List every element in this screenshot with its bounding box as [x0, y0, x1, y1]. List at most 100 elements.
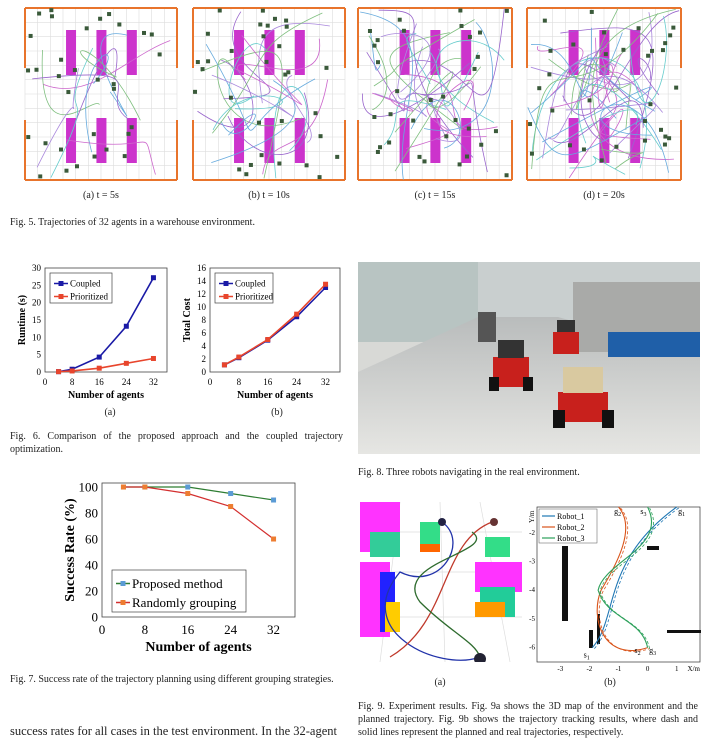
agent-trajectory [531, 57, 656, 114]
agent [602, 30, 607, 35]
agent-trajectory [383, 100, 447, 146]
agent-trajectory [426, 58, 482, 108]
agent-trajectory [258, 22, 330, 104]
shelf [234, 118, 245, 163]
agent-trajectory [378, 9, 474, 158]
real-trajectory [591, 506, 678, 649]
x-tick-label: 1 [675, 665, 679, 673]
agent [284, 24, 289, 29]
legend-marker [120, 600, 126, 605]
agent-trajectory [373, 19, 475, 87]
agent-trajectory [548, 75, 663, 140]
data-point [294, 311, 300, 317]
agent-trajectory [50, 47, 94, 178]
agent [372, 43, 377, 48]
plot-area [101, 482, 296, 618]
agent [261, 34, 266, 39]
agent [397, 17, 402, 22]
agent-trajectory [592, 8, 676, 164]
agent [529, 151, 534, 156]
x-tick-label: 8 [142, 622, 149, 637]
x-tick-label: 24 [224, 622, 238, 637]
agent [621, 47, 626, 52]
agent-trajectory [237, 38, 320, 81]
obstacle [667, 630, 701, 633]
agent-trajectory [537, 45, 584, 96]
planned-trajectory [599, 507, 654, 649]
data-point [228, 491, 234, 497]
agent [259, 153, 264, 158]
agent-trajectory [366, 51, 435, 112]
agent [650, 48, 655, 53]
agent-trajectory [600, 104, 670, 173]
point-label: g2 [614, 507, 621, 518]
x-axis-label: Number of agents [237, 390, 313, 401]
agent [411, 118, 416, 123]
shelf [264, 118, 275, 163]
y-tick-label: 20 [32, 298, 42, 308]
data-point [69, 368, 75, 374]
y-tick-label: 15 [32, 315, 42, 325]
agent [43, 141, 48, 146]
x-tick-label: 16 [181, 622, 195, 637]
agent [472, 66, 477, 71]
x-tick-label: -2 [586, 665, 592, 673]
y-tick-label: -6 [529, 644, 535, 652]
warehouse-panel [24, 7, 178, 181]
agent [375, 149, 380, 154]
warehouse-panel [192, 7, 346, 181]
x-tick-label: 32 [149, 377, 158, 387]
x-tick-label: 0 [208, 377, 213, 387]
agent-trajectory [562, 10, 680, 116]
data-point [96, 354, 102, 360]
fig8-caption: Fig. 8. Three robots navigating in the r… [358, 467, 580, 478]
legend-marker [58, 294, 64, 299]
agent-trajectory [595, 37, 624, 108]
shelf [568, 30, 579, 75]
legend-label: Coupled [235, 279, 266, 289]
agent-trajectory [216, 58, 303, 126]
agent-trajectory [80, 50, 141, 121]
shelf [430, 118, 441, 163]
data-point [323, 281, 329, 287]
agent-trajectory [85, 54, 109, 153]
agent [272, 16, 277, 21]
agent [671, 25, 676, 30]
agent [59, 57, 64, 62]
agent-trajectory [575, 8, 619, 110]
agent [659, 127, 664, 132]
agent-trajectory [560, 27, 654, 159]
y-tick-label: 0 [92, 609, 99, 624]
agent [49, 14, 54, 19]
warehouse-panel [526, 7, 682, 181]
y-tick-label: 100 [79, 479, 99, 494]
agent [104, 147, 109, 152]
y-tick-label: 6 [202, 328, 207, 338]
point-label: s2 [635, 646, 641, 657]
data-point [142, 484, 148, 490]
y-axis-label: Success Rate (%) [63, 498, 78, 602]
shelf [66, 30, 77, 75]
y-tick-label: -2 [529, 529, 535, 537]
shelf [568, 118, 579, 163]
agent [614, 144, 619, 149]
fig5-sub-d: (d) t = 20s [583, 190, 625, 201]
agent [674, 85, 679, 90]
point-label: g1 [678, 507, 685, 518]
agent-trajectory [228, 43, 268, 105]
shelf [399, 118, 410, 163]
agent-trajectory [436, 80, 487, 138]
agent [248, 162, 253, 167]
x-tick-label: 24 [122, 377, 132, 387]
agent [264, 59, 269, 64]
agent [401, 28, 406, 33]
agent-trajectory [420, 82, 488, 173]
agent [64, 168, 69, 173]
agent-trajectory [220, 113, 256, 136]
x-tick-label: 8 [70, 377, 75, 387]
agent [129, 125, 134, 130]
robot-1 [489, 340, 533, 391]
agent [428, 97, 433, 102]
fig9-sub-a: (a) [434, 677, 446, 688]
agent [59, 147, 64, 152]
